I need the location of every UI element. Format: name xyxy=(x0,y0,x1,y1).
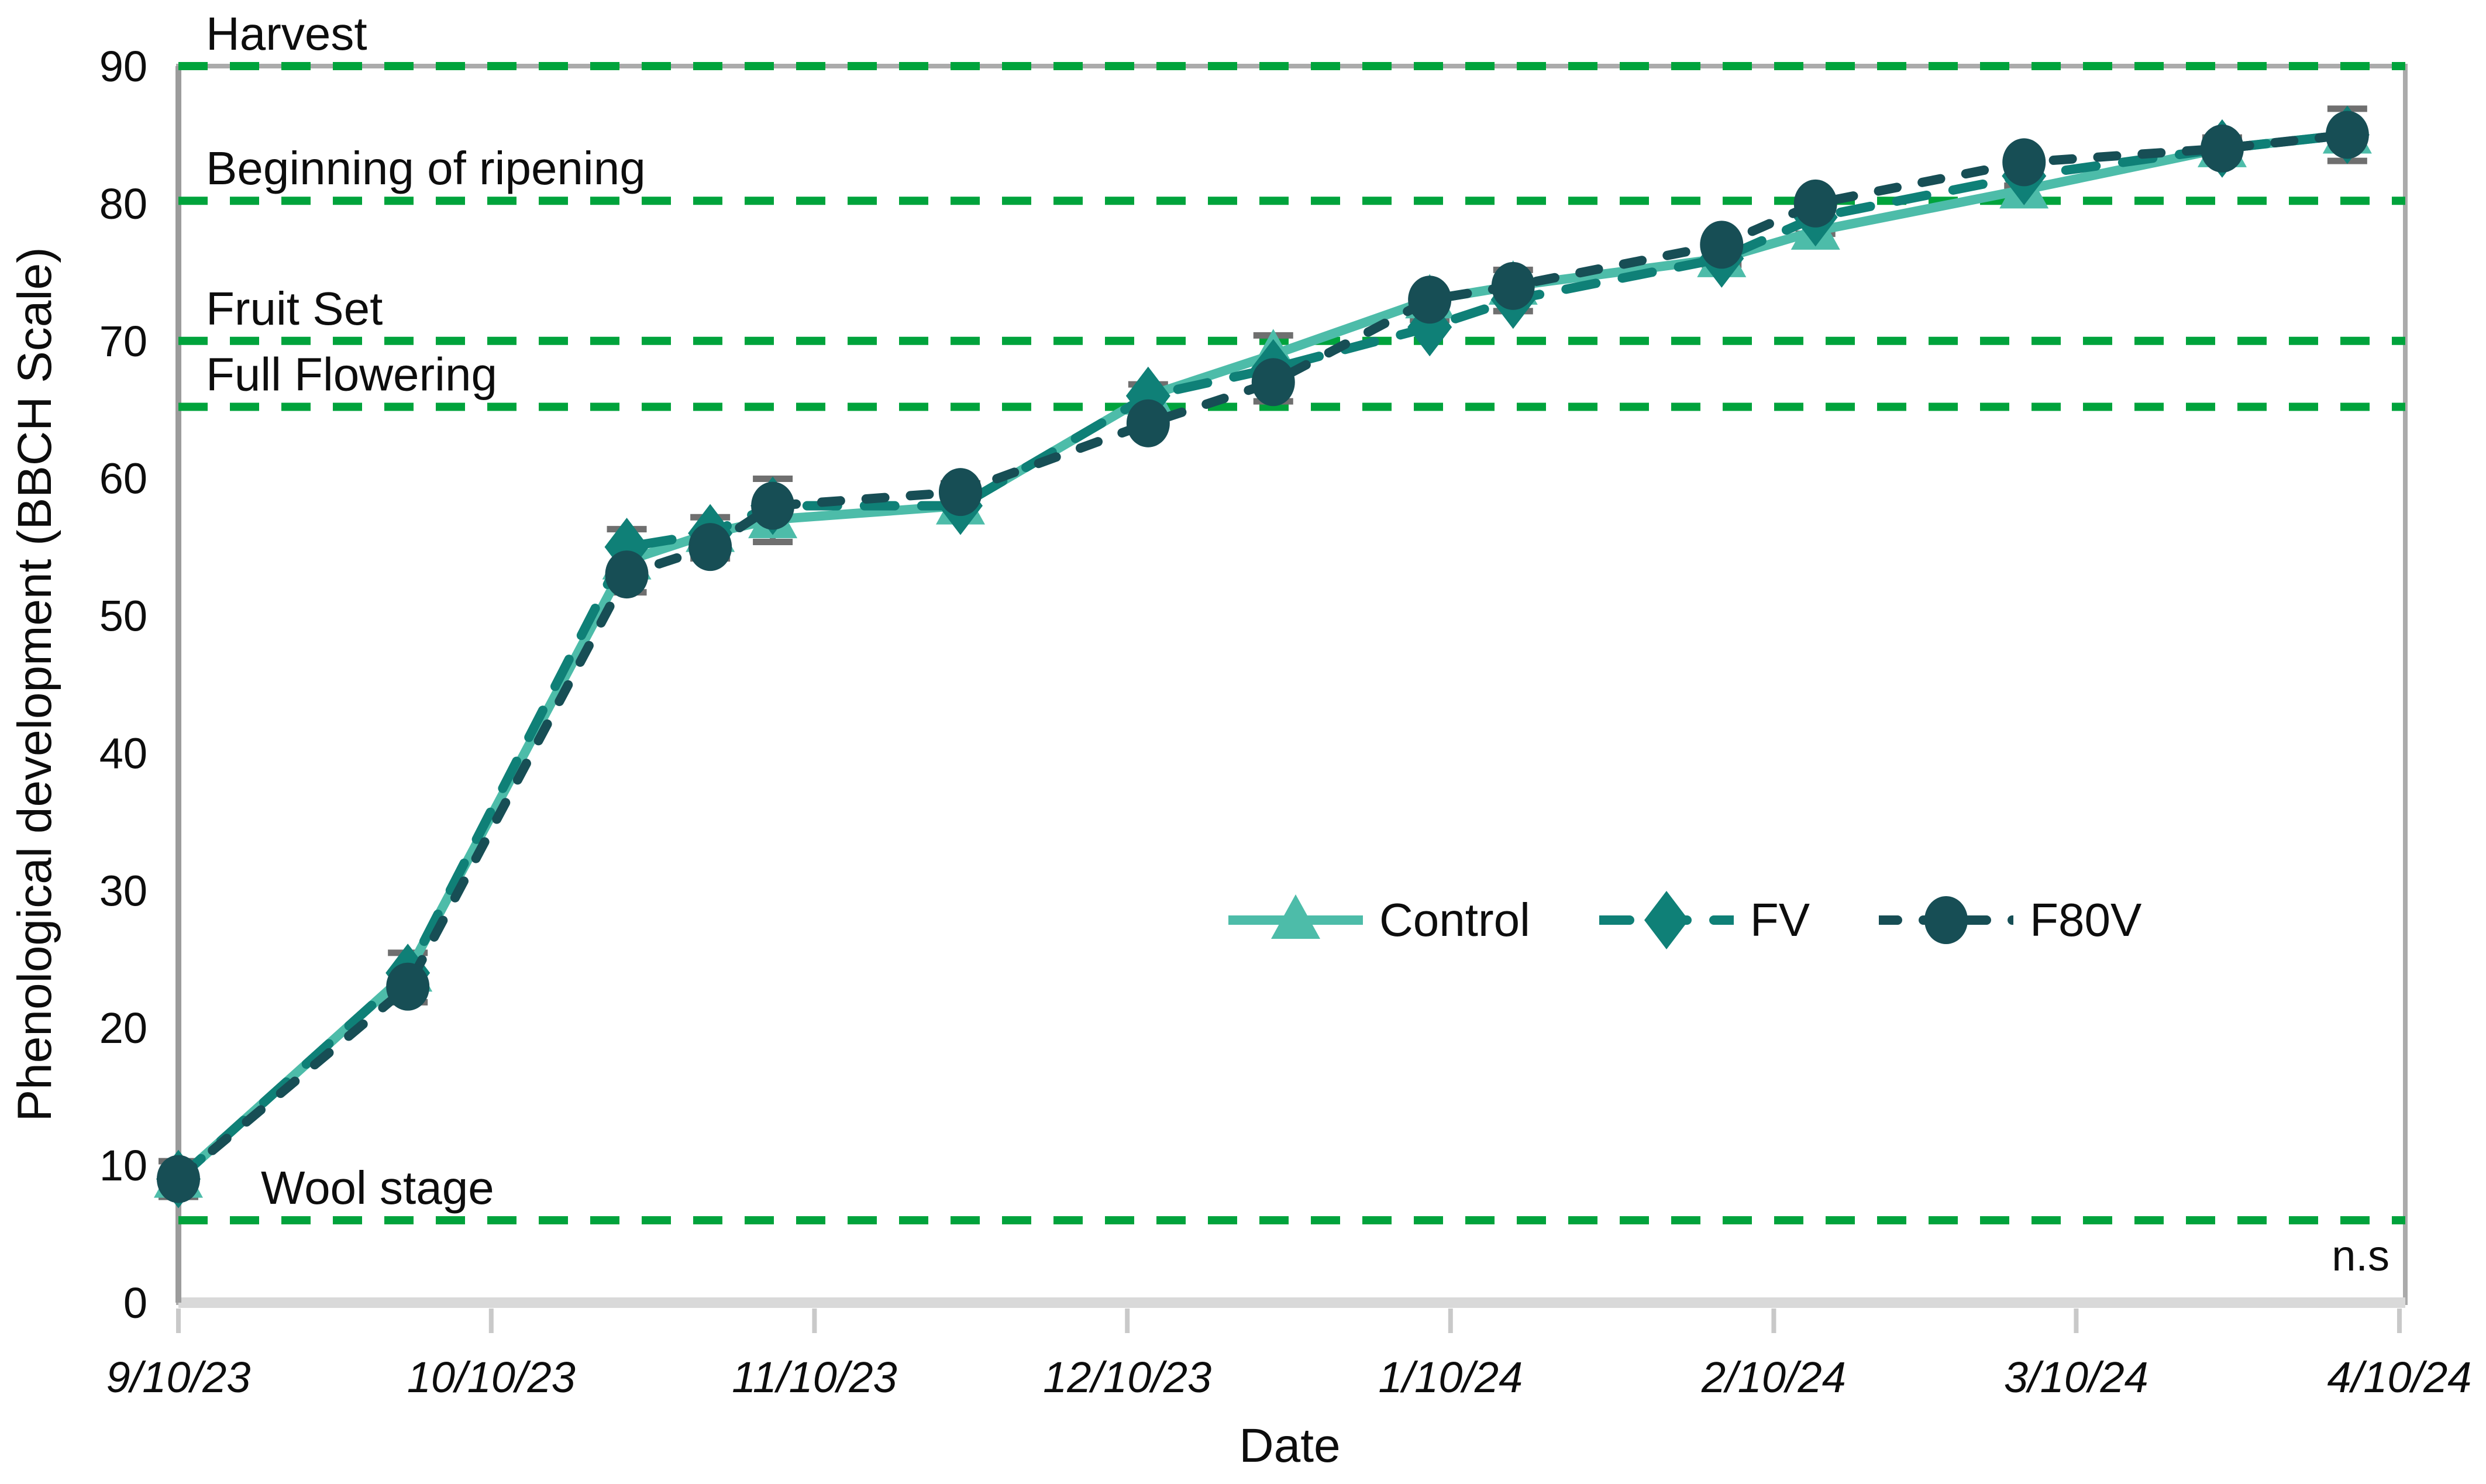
ref-label-harvest: Harvest xyxy=(206,8,367,60)
ref-label-full-flowering: Full Flowering xyxy=(206,349,497,401)
marker-f80v xyxy=(1491,261,1535,310)
x-tick-label: 10/10/23 xyxy=(407,1353,576,1402)
marker-f80v xyxy=(1251,358,1295,407)
y-tick-label: 80 xyxy=(99,180,147,228)
legend-item-control: Control xyxy=(1228,882,1530,958)
marker-f80v xyxy=(386,962,430,1011)
series-line-control xyxy=(174,130,2352,1184)
x-tick-label: 2/10/24 xyxy=(1701,1353,1846,1402)
marker-f80v xyxy=(2200,124,2244,173)
x-tick-label: 12/10/23 xyxy=(1043,1353,1211,1402)
x-tick-label: 1/10/24 xyxy=(1378,1353,1523,1402)
y-tick-label: 30 xyxy=(99,866,147,915)
y-tick-label: 20 xyxy=(99,1004,147,1052)
series-line-fv xyxy=(174,130,2352,1184)
legend-marker-f80v xyxy=(1924,896,1968,944)
legend: Control FV F80V xyxy=(1228,876,2141,964)
marker-f80v xyxy=(605,550,649,599)
legend-swatch-f80v-icon xyxy=(1879,896,2014,944)
ref-label-fruit-set: Fruit Set xyxy=(206,283,383,335)
y-tick-label: 60 xyxy=(99,455,147,503)
marker-f80v xyxy=(157,1155,200,1203)
x-tick-label: 9/10/23 xyxy=(106,1353,251,1402)
legend-item-fv: FV xyxy=(1599,882,1810,958)
legend-marker-control xyxy=(1271,894,1320,939)
legend-label-control: Control xyxy=(1379,894,1530,946)
legend-swatch-fv-icon xyxy=(1599,891,1734,949)
x-tick-label: 4/10/24 xyxy=(2327,1353,2472,1402)
series-line-f80v xyxy=(174,130,2352,1184)
x-tick-label: 11/10/23 xyxy=(732,1353,897,1402)
marker-f80v xyxy=(938,468,982,517)
legend-label-f80v: F80V xyxy=(2030,894,2142,946)
significance-annotation: n.s xyxy=(2332,1231,2389,1280)
y-tick-label: 70 xyxy=(99,317,147,366)
legend-item-f80v: F80V xyxy=(1879,882,2141,958)
y-axis-title: Phenological development (BBCH Scale) xyxy=(8,247,61,1122)
marker-f80v xyxy=(1408,276,1452,324)
legend-marker-fv xyxy=(1644,891,1689,949)
y-tick-label: 0 xyxy=(123,1279,147,1327)
marker-f80v xyxy=(1700,221,1744,269)
marker-f80v xyxy=(688,523,732,571)
marker-f80v xyxy=(1793,179,1837,228)
x-axis-title: Date xyxy=(1239,1419,1341,1472)
marker-f80v xyxy=(2325,111,2369,159)
y-tick-label: 40 xyxy=(99,729,147,777)
legend-label-fv: FV xyxy=(1750,894,1810,946)
marker-f80v xyxy=(2002,138,2046,187)
legend-swatch-control-icon xyxy=(1228,894,1363,939)
plot-border xyxy=(176,64,2408,1305)
y-tick-label: 90 xyxy=(99,42,147,91)
x-tick-label: 3/10/24 xyxy=(2004,1353,2148,1402)
y-tick-label: 50 xyxy=(99,592,147,641)
marker-f80v xyxy=(751,481,795,530)
y-tick-label: 10 xyxy=(99,1141,147,1190)
marker-f80v xyxy=(1126,399,1170,447)
ref-label-wool-stage: Wool stage xyxy=(261,1162,494,1214)
ref-label-beginning-of-ripening: Beginning of ripening xyxy=(206,142,646,194)
